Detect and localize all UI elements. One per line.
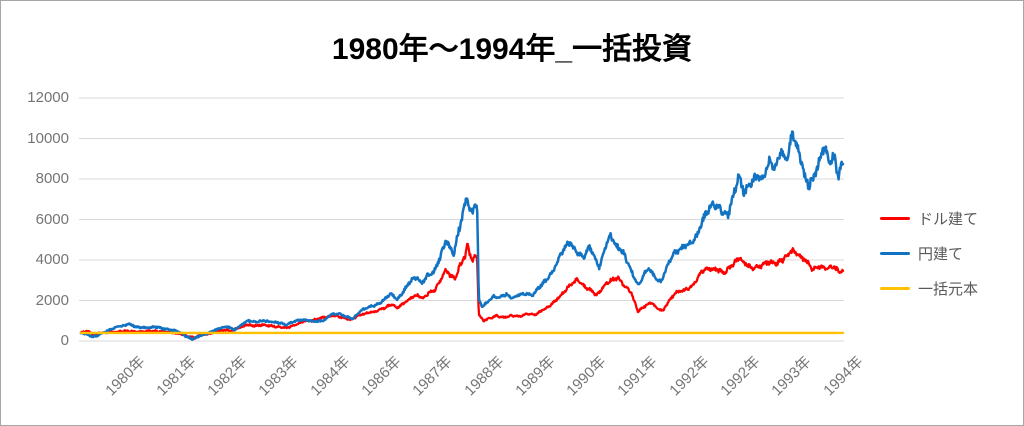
series-yen-line <box>79 130 845 341</box>
legend-label: 円建て <box>918 245 964 263</box>
series-dollar-line <box>79 242 845 340</box>
legend-item: ドル建て <box>880 207 978 229</box>
y-axis-tick-label: 0 <box>60 332 69 349</box>
chart-title: 1980年～1994年_一括投資 <box>331 33 693 66</box>
y-axis-tick-label: 8000 <box>35 170 69 187</box>
legend-line-swatch <box>880 216 910 220</box>
y-axis-tick-label: 12000 <box>27 89 69 106</box>
y-axis-tick-label: 2000 <box>35 291 69 309</box>
legend-item: 円建て <box>880 242 963 264</box>
legend-line-swatch <box>880 286 910 290</box>
legend-item: 一括元本 <box>880 277 978 299</box>
legend-line-swatch <box>880 251 910 255</box>
y-axis-tick-label: 10000 <box>27 129 69 147</box>
y-axis-tick-label: 4000 <box>35 251 69 268</box>
legend-label: 一括元本 <box>918 280 979 298</box>
legend-label: ドル建て <box>918 210 979 228</box>
y-axis-tick-label: 6000 <box>35 210 69 228</box>
